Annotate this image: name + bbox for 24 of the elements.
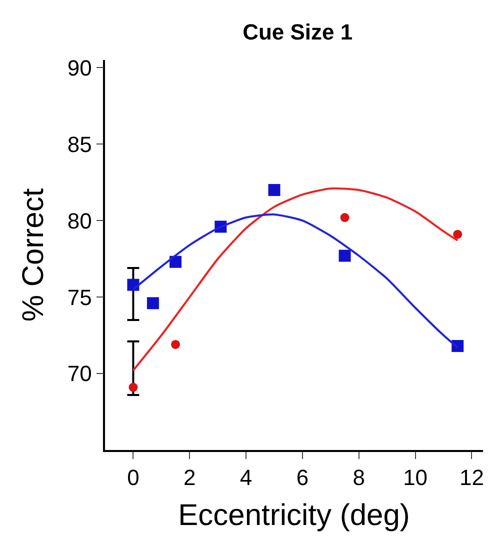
x-axis-title: Eccentricity (deg) — [178, 499, 410, 532]
x-tick-label: 10 — [403, 465, 428, 490]
y-tick-label: 70 — [67, 361, 92, 386]
x-tick-label: 8 — [352, 465, 366, 490]
point — [128, 382, 138, 392]
y-tick-label: 80 — [67, 208, 92, 234]
x-tick-label: 2 — [184, 465, 196, 490]
point — [146, 297, 159, 310]
point — [268, 184, 280, 196]
y-axis-title: % Correct — [16, 188, 50, 322]
point — [338, 250, 351, 262]
x-tick-label: 0 — [127, 465, 140, 490]
x-tick-label: 6 — [296, 465, 309, 490]
chart-title: Cue Size 1 — [242, 20, 353, 45]
x-tick-label: 4 — [240, 465, 252, 490]
point — [170, 256, 182, 268]
y-tick-label: 75 — [67, 284, 92, 310]
point — [453, 230, 462, 239]
y-tick-label: 85 — [67, 132, 92, 157]
line-series — [132, 187, 459, 372]
x-tick-label: 12 — [459, 465, 484, 490]
point — [340, 213, 350, 222]
y-tick-label: 90 — [67, 55, 92, 80]
point — [171, 340, 180, 349]
